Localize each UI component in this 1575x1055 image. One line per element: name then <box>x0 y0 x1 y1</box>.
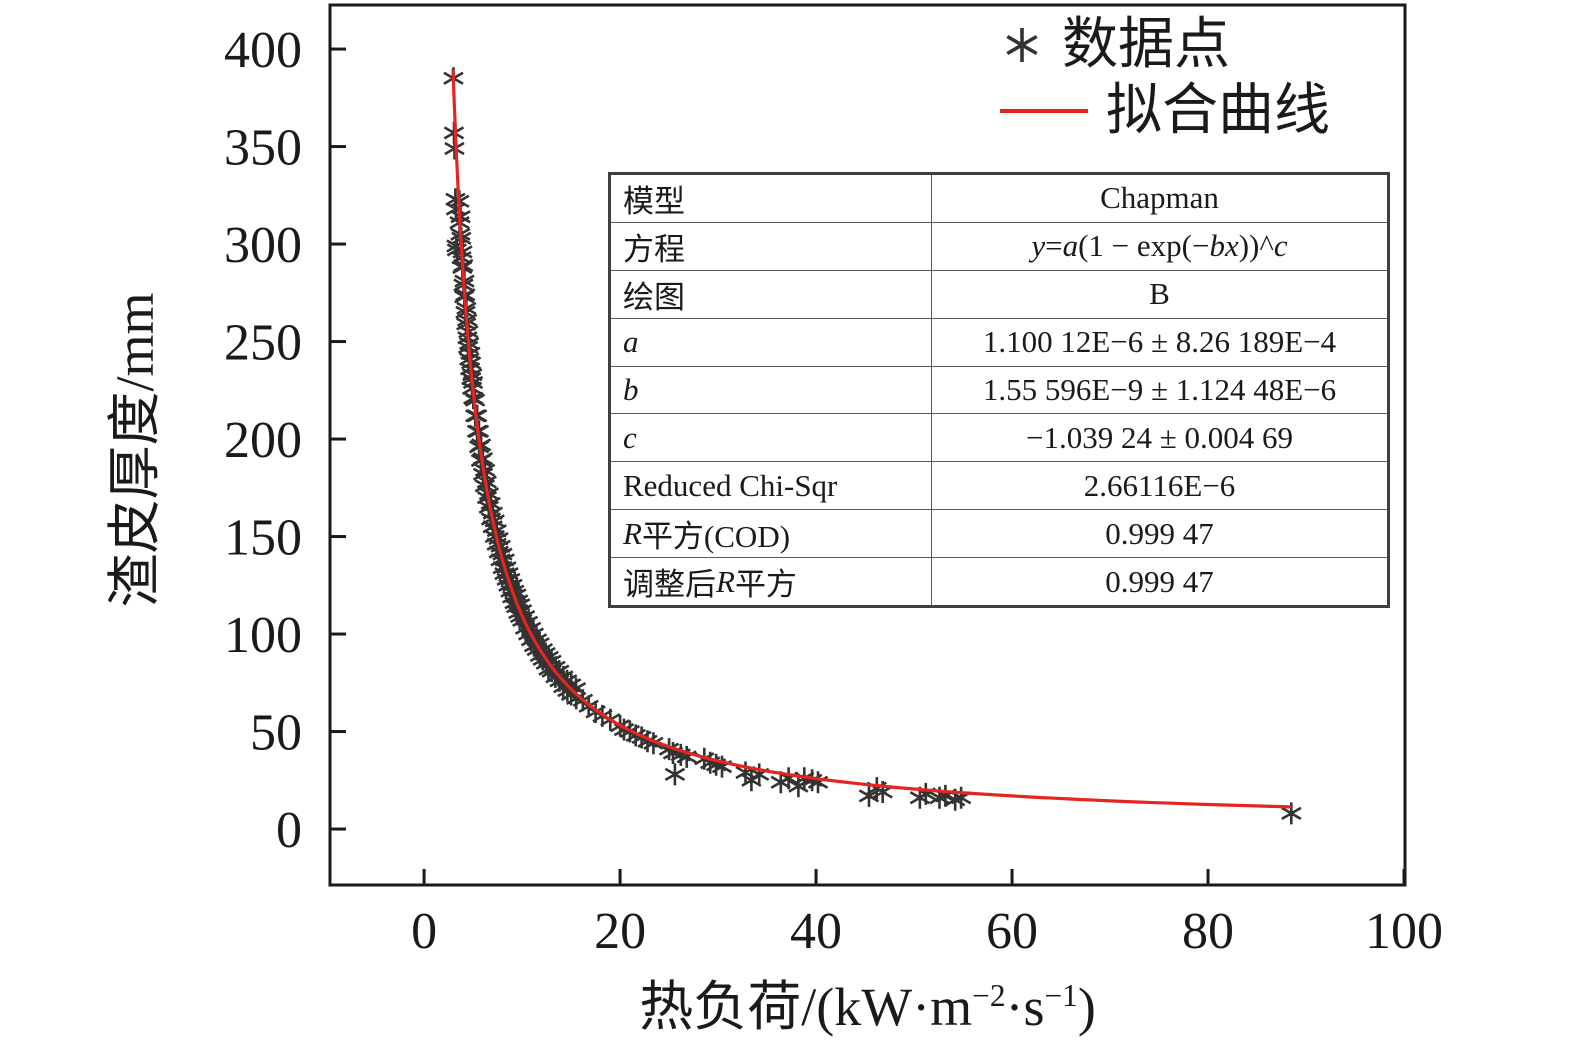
table-row: 模型 Chapman <box>611 175 1387 222</box>
table-label-cell: b <box>611 366 932 414</box>
table-row: b 1.55 596E−9 ± 1.124 48E−6 <box>611 365 1387 414</box>
table-value-cell: 0.999 47 <box>1105 515 1214 551</box>
table-label-cell: 模型 <box>611 175 932 222</box>
y-axis-title: 渣皮厚度/mm <box>105 292 165 608</box>
table-row: c −1.039 24 ± 0.004 69 <box>611 413 1387 462</box>
table-row: 绘图 B <box>611 269 1387 318</box>
table-value-cell: 1.100 12E−6 ± 8.26 189E−4 <box>982 324 1337 360</box>
table-row: R 平方(COD) 0.999 47 <box>611 509 1387 558</box>
x-tick-label: 0 <box>411 903 437 960</box>
table-label-cell: a <box>611 318 932 366</box>
table-value-cell: Chapman <box>1100 180 1219 216</box>
fit-line-icon <box>1000 109 1088 113</box>
y-tick-label: 300 <box>224 217 302 274</box>
table-label-cell: R 平方(COD) <box>611 510 932 558</box>
legend-label-fit-curve: 拟合曲线 <box>1106 80 1330 142</box>
x-axis-ticks: 0 20 40 60 80 100 <box>411 869 1443 960</box>
table-row: 调整后 R 平方 0.999 47 <box>611 557 1387 606</box>
table-value-cell: B <box>1149 276 1170 312</box>
y-tick-label: 200 <box>224 412 302 469</box>
table-value-cell: 1.55 596E−9 ± 1.124 48E−6 <box>982 372 1337 407</box>
x-axis-title: 热负荷/(kW·m−2·s−1) <box>639 977 1096 1037</box>
table-label-cell: 方程 <box>611 222 932 270</box>
table-label-cell: 绘图 <box>611 270 932 318</box>
table-value-cell: −1.039 24 ± 0.004 69 <box>1026 419 1293 455</box>
y-tick-label: 250 <box>224 315 302 372</box>
table-row: 方程 y = a (1 − exp(− bx))^ c <box>611 221 1387 270</box>
table-value-cell: y = a (1 − exp(− bx))^ c <box>1031 228 1288 264</box>
y-tick-label: 350 <box>224 120 302 177</box>
table-row: a 1.100 12E−6 ± 8.26 189E−4 <box>611 317 1387 366</box>
y-tick-label: 400 <box>224 22 302 79</box>
y-tick-label: 50 <box>250 705 302 762</box>
table-value-cell: 0.999 47 <box>1105 563 1214 599</box>
plot-border <box>328 3 1407 887</box>
y-axis-ticks: 0 50 100 150 200 250 300 350 400 <box>224 22 346 859</box>
table-label-cell: 调整后 R 平方 <box>611 558 932 606</box>
x-tick-label: 20 <box>594 903 646 960</box>
legend-item-data-points: 数据点 <box>1000 12 1330 78</box>
x-tick-label: 100 <box>1365 903 1443 960</box>
legend: 数据点 拟合曲线 <box>1000 12 1330 144</box>
fit-curve <box>451 69 1292 809</box>
legend-label-data-points: 数据点 <box>1062 14 1230 76</box>
y-tick-label: 0 <box>276 802 302 859</box>
table-label-cell: Reduced Chi-Sqr <box>611 462 932 510</box>
x-tick-label: 40 <box>790 903 842 960</box>
y-tick-label: 100 <box>224 607 302 664</box>
table-row: Reduced Chi-Sqr 2.66116E−6 <box>611 461 1387 510</box>
y-tick-label: 150 <box>224 510 302 567</box>
legend-item-fit-curve: 拟合曲线 <box>1000 78 1330 144</box>
x-tick-label: 60 <box>986 903 1038 960</box>
x-tick-label: 80 <box>1182 903 1234 960</box>
asterisk-marker-icon <box>1006 28 1038 62</box>
table-label-cell: c <box>611 414 932 462</box>
table-value-cell: 2.66116E−6 <box>1083 467 1236 503</box>
